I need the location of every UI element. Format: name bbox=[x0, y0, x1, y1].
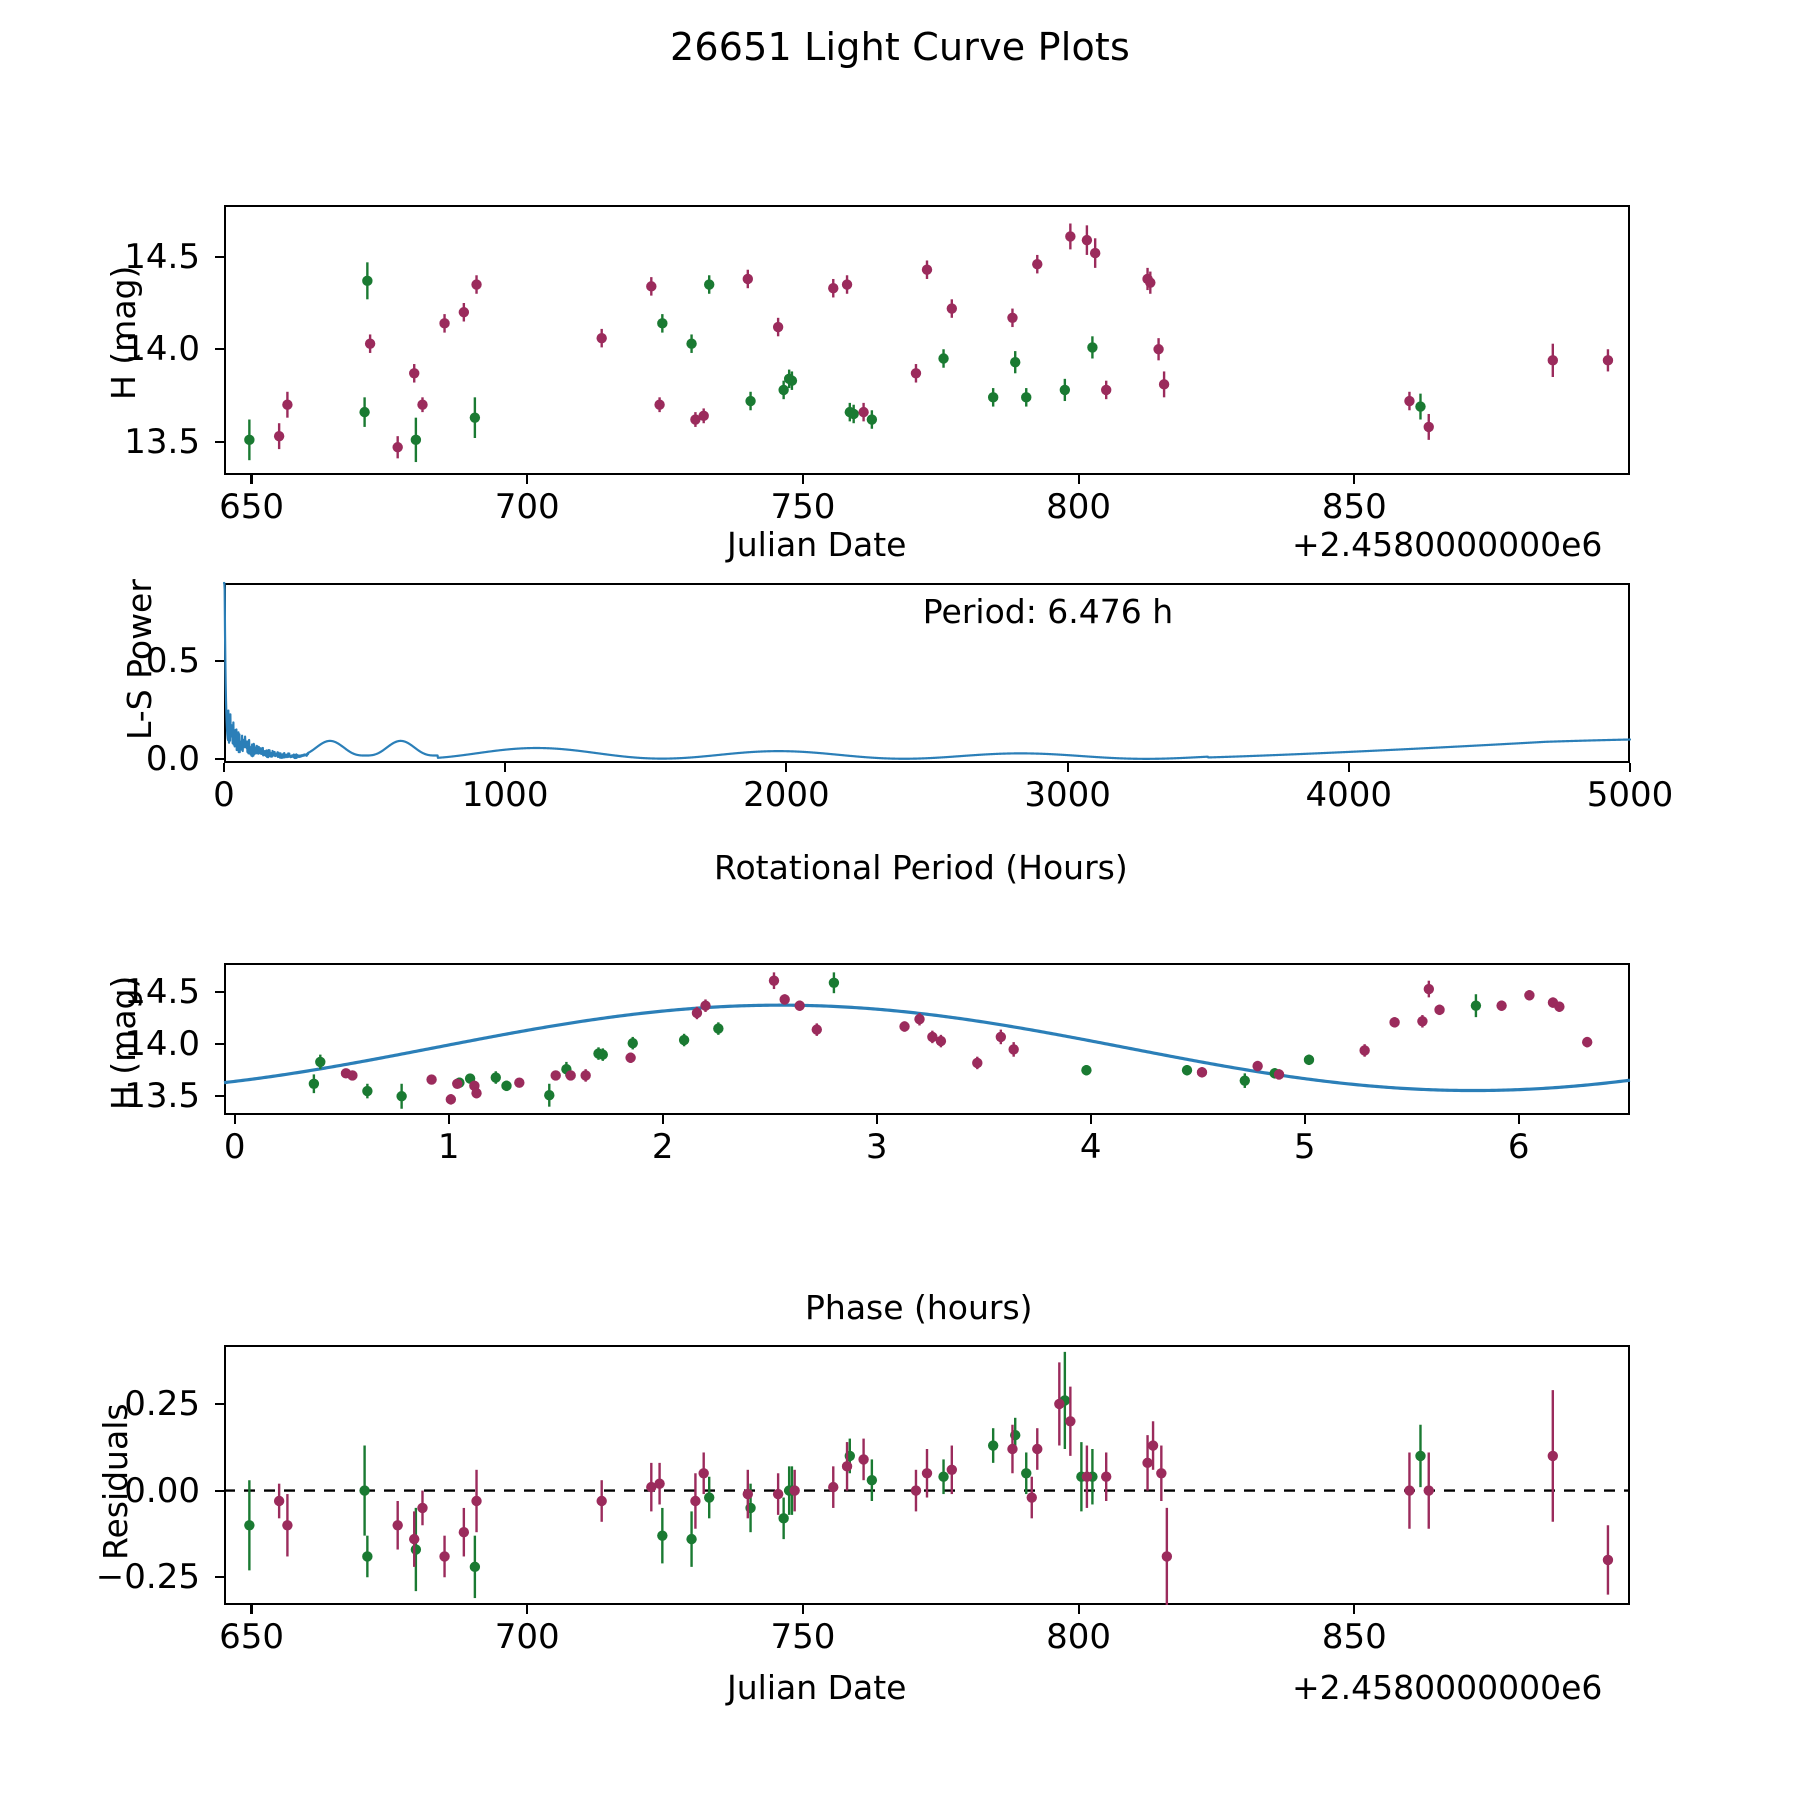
phase-x-tickmark bbox=[661, 1115, 664, 1124]
periodogram-x-tickmark bbox=[1347, 763, 1350, 772]
series-green bbox=[244, 262, 1426, 463]
residuals-y-tick-label: −0.25 bbox=[95, 1557, 200, 1598]
light-curve-x-tick-label: 700 bbox=[494, 487, 560, 527]
residuals-x-tick-label: 650 bbox=[219, 1617, 285, 1657]
phase-x-tickmark bbox=[1303, 1115, 1306, 1124]
periodogram-curve bbox=[222, 581, 1632, 760]
x-axis-label-periodogram: Rotational Period (Hours) bbox=[714, 848, 1128, 887]
axes-frame-light-curve bbox=[224, 205, 1630, 475]
light-curve-y-tickmark bbox=[215, 440, 224, 443]
periodogram-x-tickmark bbox=[222, 763, 226, 772]
residuals-x-tickmark bbox=[1077, 1605, 1080, 1614]
plot-residuals bbox=[224, 1351, 1630, 1605]
phase-y-tickmark bbox=[215, 1043, 224, 1046]
phase-y-tick-label: 13.5 bbox=[124, 1076, 200, 1117]
residuals-x-tick-label: 850 bbox=[1321, 1617, 1387, 1657]
periodogram-x-tick-label: 3000 bbox=[1024, 775, 1111, 815]
residuals-x-tickmark bbox=[1353, 1605, 1356, 1614]
periodogram-x-tickmark bbox=[1628, 763, 1632, 772]
period-annotation: Period: 6.476 h bbox=[922, 592, 1174, 631]
periodogram-x-tick-label: 0 bbox=[213, 775, 235, 815]
light-curve-y-tick-label: 14.0 bbox=[124, 329, 200, 370]
phase-x-tickmark bbox=[233, 1115, 236, 1124]
residuals-y-tickmark bbox=[215, 1576, 224, 1579]
periodogram-x-tick-label: 2000 bbox=[743, 775, 830, 815]
phase-x-tick-label: 3 bbox=[865, 1127, 888, 1167]
periodogram-x-tickmark bbox=[1066, 763, 1069, 772]
light-curve-x-tickmark bbox=[801, 475, 805, 484]
series-magenta bbox=[340, 972, 1593, 1105]
light-curve-x-tickmark bbox=[1077, 475, 1080, 484]
plot-phase-folded bbox=[223, 972, 1631, 1109]
phase-y-tick-label: 14.0 bbox=[124, 1024, 200, 1065]
x-axis-label-residuals: Julian Date bbox=[727, 1668, 907, 1707]
phase-y-tickmark bbox=[215, 1095, 224, 1098]
periodogram-y-tick-label: 0.5 bbox=[145, 641, 200, 682]
residuals-x-tick-label: 750 bbox=[770, 1617, 836, 1657]
sinusoid-fit-line bbox=[223, 1003, 1631, 1093]
light-curve-x-tickmark bbox=[1353, 475, 1356, 484]
residuals-y-tick-label: 0.00 bbox=[124, 1470, 200, 1511]
phase-x-tick-label: 4 bbox=[1079, 1127, 1102, 1167]
series-green bbox=[308, 972, 1482, 1109]
x-axis-offset-residuals: +2.4580000000e6 bbox=[1292, 1668, 1603, 1707]
phase-x-tickmark bbox=[875, 1115, 878, 1124]
phase-x-tick-label: 1 bbox=[437, 1127, 460, 1167]
x-axis-offset-light-curve: +2.4580000000e6 bbox=[1292, 525, 1603, 564]
panel-residuals bbox=[224, 1345, 1630, 1605]
periodogram-x-tickmark bbox=[785, 763, 788, 772]
panel-periodogram bbox=[222, 581, 1632, 763]
x-axis-label-light-curve: Julian Date bbox=[727, 525, 907, 564]
phase-x-tickmark bbox=[447, 1115, 450, 1124]
light-curve-x-tickmark bbox=[526, 475, 529, 484]
plot-light-curve bbox=[244, 223, 1614, 463]
residuals-y-tickmark bbox=[215, 1489, 224, 1492]
periodogram-y-tickmark bbox=[215, 757, 224, 761]
light-curve-y-tickmark bbox=[215, 255, 224, 258]
residuals-x-tickmark bbox=[526, 1605, 529, 1614]
phase-x-tickmark bbox=[1089, 1115, 1092, 1124]
periodogram-y-tickmark bbox=[215, 660, 224, 663]
phase-x-tick-label: 6 bbox=[1507, 1127, 1530, 1167]
residuals-x-tick-label: 700 bbox=[494, 1617, 560, 1657]
phase-y-tickmark bbox=[215, 991, 224, 994]
x-axis-label-phase-folded: Phase (hours) bbox=[805, 1288, 1033, 1327]
axes-frame-phase-folded bbox=[224, 963, 1630, 1115]
light-curve-y-tick-label: 14.5 bbox=[124, 236, 200, 277]
axes-frame-periodogram bbox=[224, 583, 1630, 763]
light-curve-y-tickmark bbox=[215, 348, 224, 351]
periodogram-y-tick-label: 0.0 bbox=[145, 739, 200, 780]
panel-phase-folded bbox=[223, 963, 1631, 1115]
series-magenta bbox=[273, 223, 1614, 459]
periodogram-x-tick-label: 1000 bbox=[461, 775, 549, 815]
series-magenta bbox=[273, 1362, 1614, 1605]
page-title: 26651 Light Curve Plots bbox=[669, 25, 1131, 69]
light-curve-x-tickmark bbox=[250, 475, 253, 484]
light-curve-x-tick-label: 800 bbox=[1046, 487, 1112, 527]
phase-y-tick-label: 14.5 bbox=[124, 972, 200, 1013]
panel-light-curve bbox=[224, 205, 1630, 475]
light-curve-x-tick-label: 750 bbox=[770, 487, 836, 527]
residuals-y-tick-label: 0.25 bbox=[124, 1383, 200, 1424]
light-curve-y-tick-label: 13.5 bbox=[124, 421, 200, 462]
periodogram-x-tick-label: 4000 bbox=[1305, 775, 1393, 815]
residuals-x-tickmark bbox=[250, 1605, 253, 1614]
residuals-x-tickmark bbox=[801, 1605, 805, 1614]
light-curve-x-tick-label: 650 bbox=[219, 487, 285, 527]
residuals-x-tick-label: 800 bbox=[1046, 1617, 1112, 1657]
series-green bbox=[244, 1351, 1426, 1599]
phase-x-tickmark bbox=[1517, 1115, 1520, 1124]
plot-periodogram bbox=[222, 581, 1632, 760]
light-curve-x-tick-label: 850 bbox=[1321, 487, 1387, 527]
residuals-y-tickmark bbox=[215, 1402, 224, 1406]
phase-x-tick-label: 5 bbox=[1293, 1127, 1316, 1167]
phase-x-tick-label: 2 bbox=[651, 1127, 674, 1167]
periodogram-x-tick-label: 5000 bbox=[1586, 775, 1674, 815]
phase-x-tick-label: 0 bbox=[223, 1127, 246, 1167]
periodogram-x-tickmark bbox=[504, 763, 507, 772]
